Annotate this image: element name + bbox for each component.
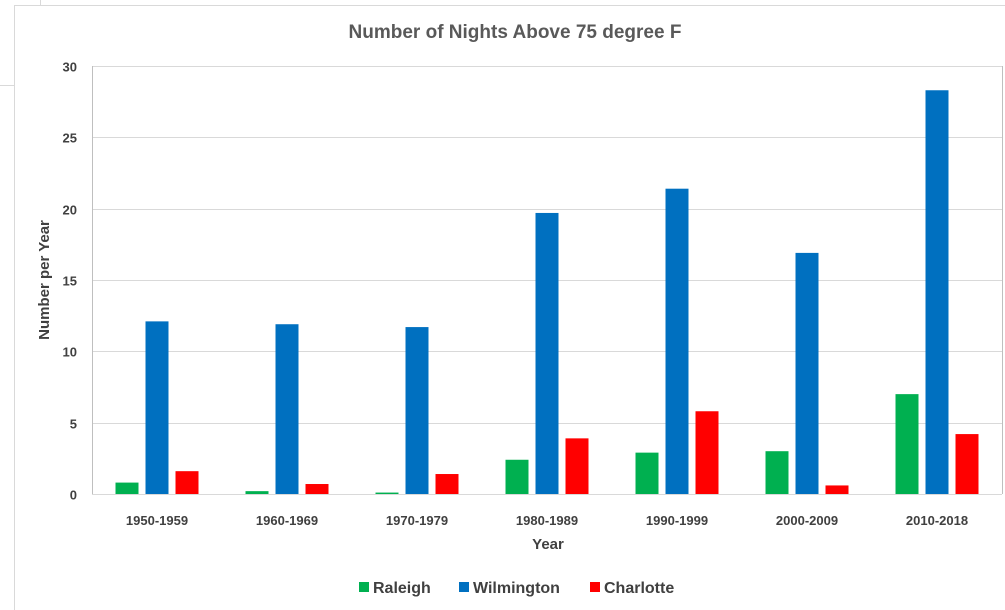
legend-label: Raleigh	[373, 580, 431, 597]
bar-raleigh-1960-1969	[245, 491, 269, 494]
y-tick-labels: 0 5 10 15 20 25 30	[63, 60, 77, 503]
bar-raleigh-2000-2009	[765, 451, 789, 494]
x-tick-label: 1970-1979	[386, 513, 448, 528]
x-tick-label: 2000-2009	[776, 513, 838, 528]
bar-wilmington-1970-1979	[405, 327, 429, 494]
bar-raleigh-2010-2018	[895, 394, 919, 494]
legend-label: Wilmington	[473, 580, 560, 597]
bar-raleigh-1980-1989	[505, 459, 529, 494]
bar-raleigh-1970-1979	[375, 492, 399, 494]
y-tick-label: 0	[70, 488, 77, 503]
y-tick-label: 10	[63, 345, 77, 360]
legend: Raleigh Wilmington Charlotte	[359, 580, 674, 597]
y-tick-label: 5	[70, 417, 77, 432]
x-tick-label: 1980-1989	[516, 513, 578, 528]
bar-charlotte-1980-1989	[565, 438, 589, 494]
chart-title: Number of Nights Above 75 degree F	[349, 22, 682, 43]
y-tick-label: 30	[63, 60, 77, 75]
bar-charlotte-1950-1959	[175, 471, 199, 494]
x-tick-label: 2010-2018	[906, 513, 968, 528]
bar-wilmington-1980-1989	[535, 212, 559, 495]
x-tick-label: 1950-1959	[126, 513, 188, 528]
bar-charlotte-1990-1999	[695, 411, 719, 494]
x-tick-label: 1990-1999	[646, 513, 708, 528]
bar-charlotte-1970-1979	[435, 474, 459, 494]
bar-wilmington-1990-1999	[665, 188, 689, 494]
legend-swatch-charlotte	[590, 582, 600, 592]
bar-wilmington-2010-2018	[925, 90, 949, 495]
legend-swatch-raleigh	[359, 582, 369, 592]
bar-charlotte-2000-2009	[825, 485, 849, 494]
bar-wilmington-2000-2009	[795, 252, 819, 494]
x-axis-title: Year	[532, 536, 564, 553]
bar-raleigh-1950-1959	[115, 482, 139, 494]
bar-raleigh-1990-1999	[635, 452, 659, 494]
legend-swatch-wilmington	[459, 582, 469, 592]
bar-wilmington-1950-1959	[145, 321, 169, 494]
y-tick-label: 25	[63, 131, 77, 146]
bar-charlotte-2010-2018	[955, 434, 979, 494]
legend-label: Charlotte	[604, 580, 674, 597]
y-axis-title: Number per Year	[36, 220, 53, 340]
x-tick-label: 1960-1969	[256, 513, 318, 528]
bar-charlotte-1960-1969	[305, 484, 329, 494]
y-tick-label: 20	[63, 203, 77, 218]
y-tick-label: 15	[63, 274, 77, 289]
bars	[115, 90, 979, 495]
x-tick-labels: 1950-1959 1960-1969 1970-1979 1980-1989 1990…	[126, 513, 968, 528]
bar-wilmington-1960-1969	[275, 324, 299, 494]
